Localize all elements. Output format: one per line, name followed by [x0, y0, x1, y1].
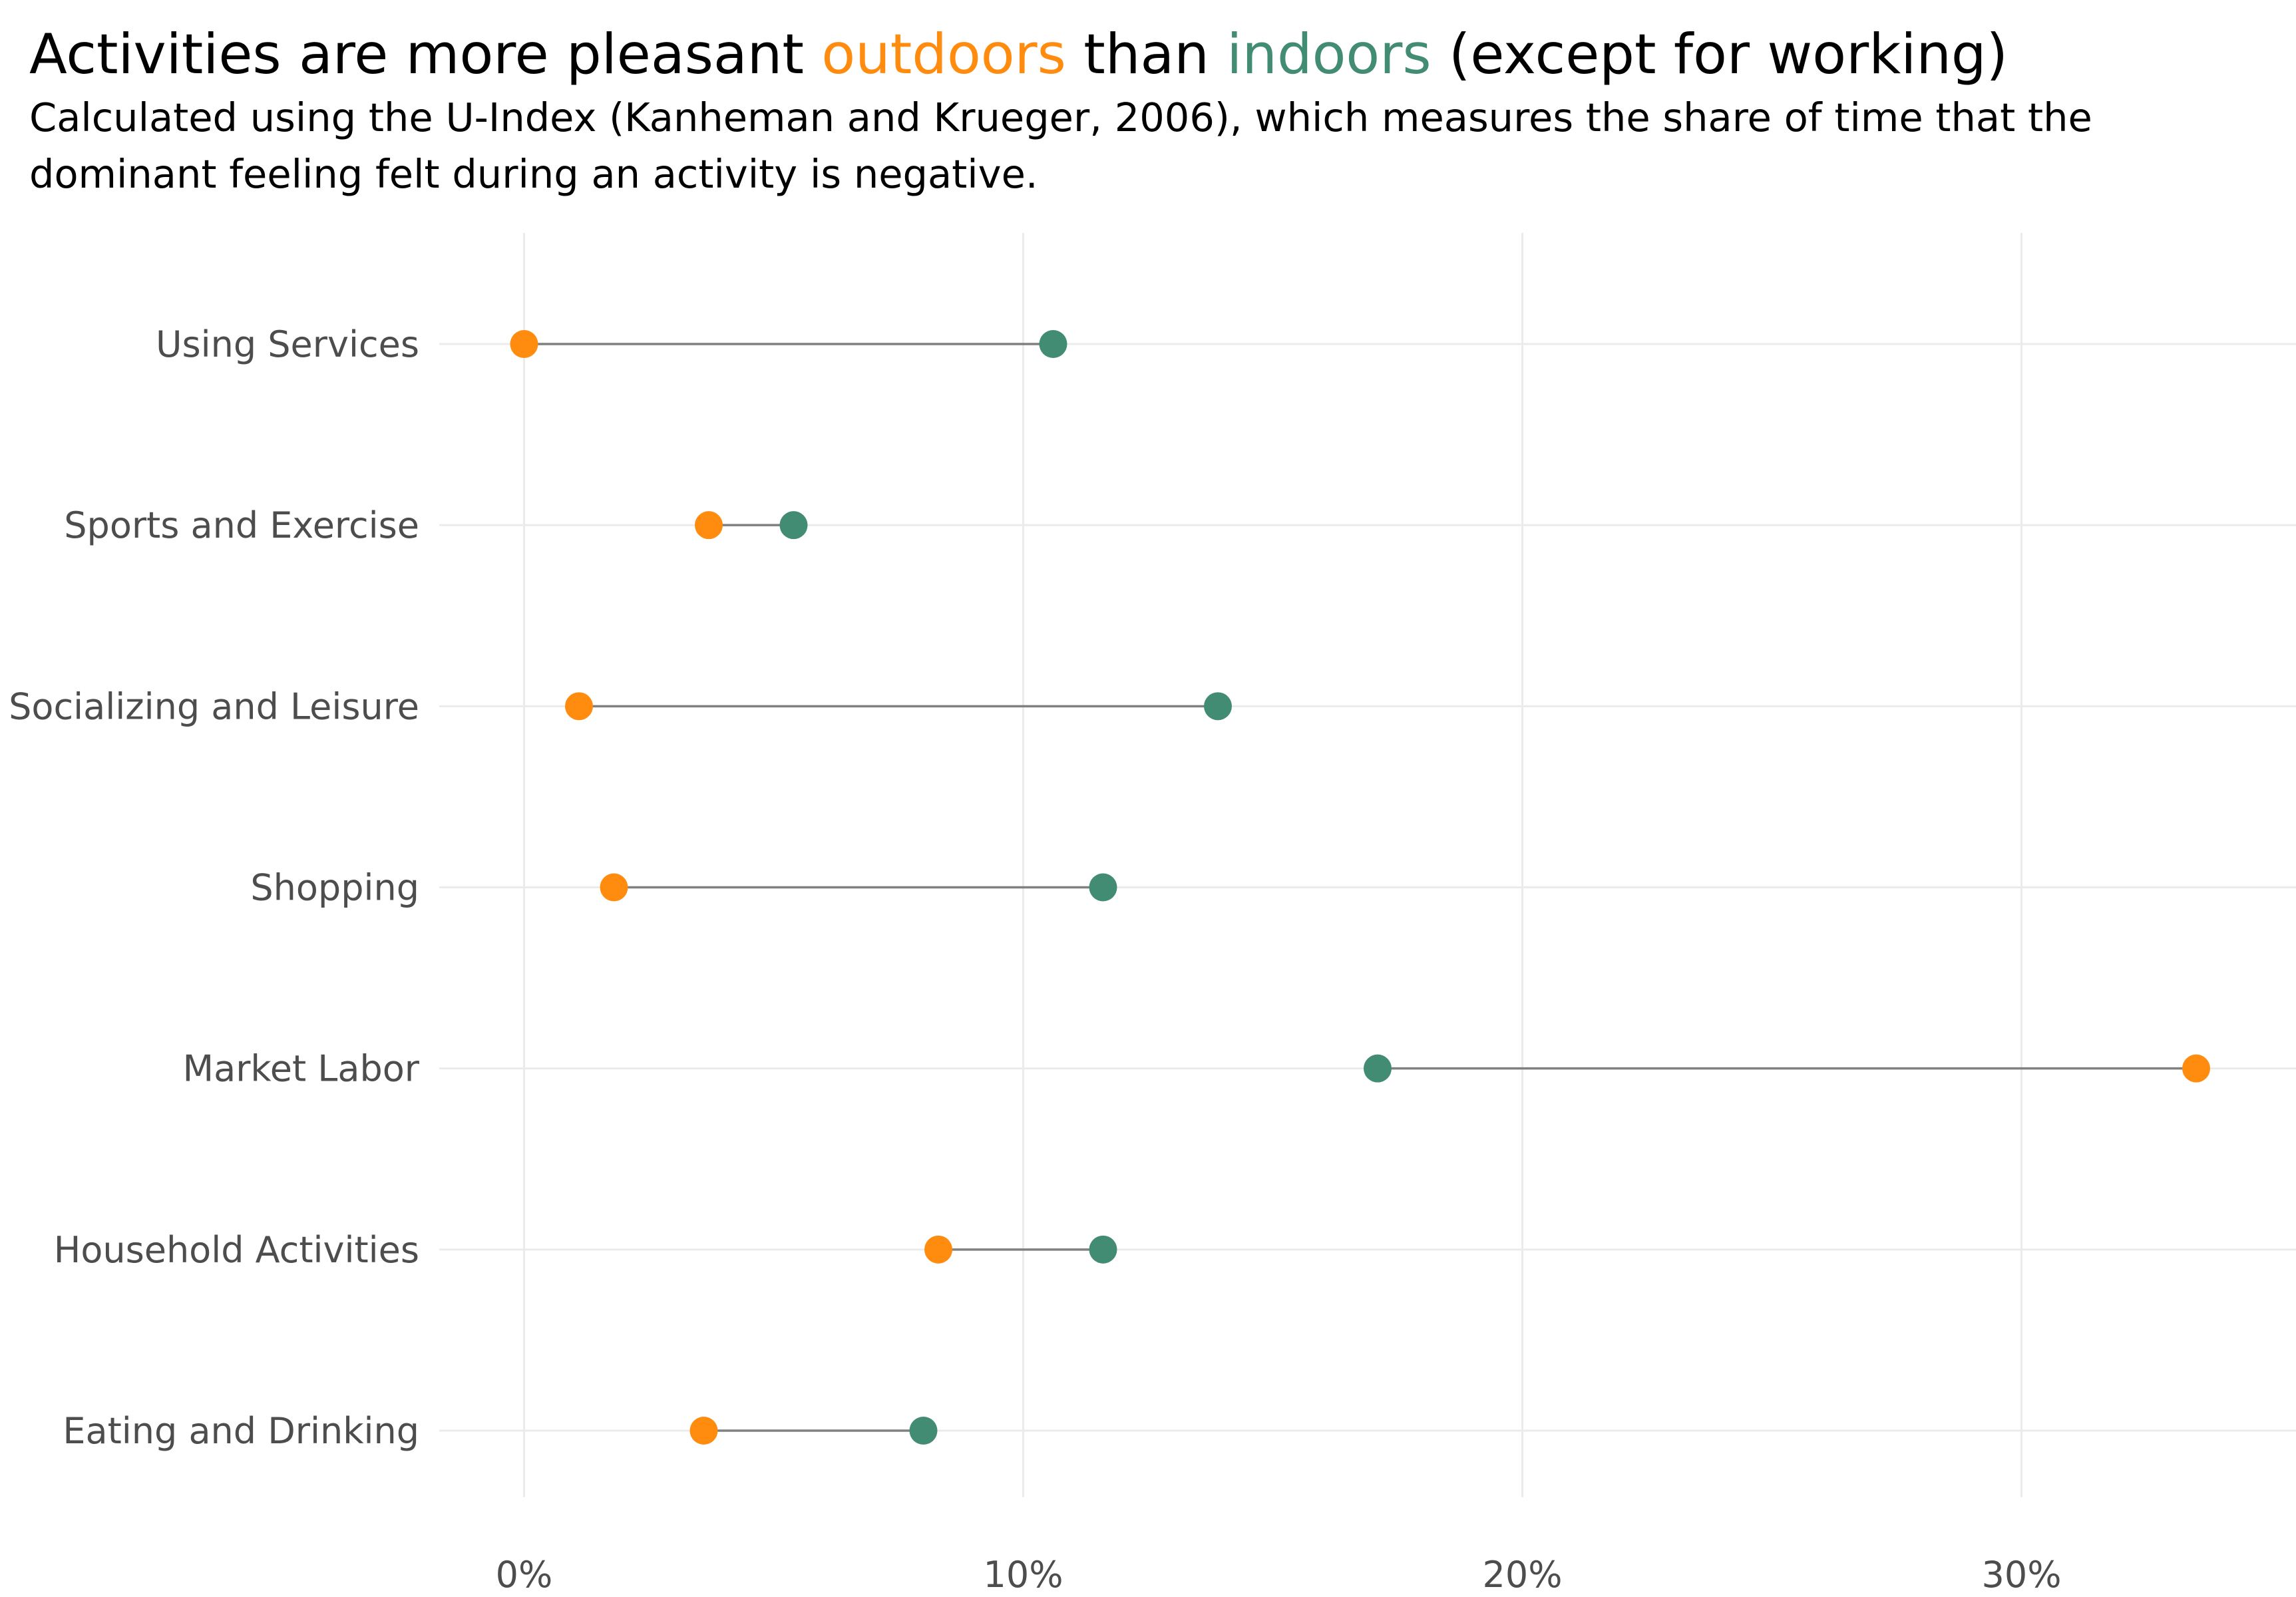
x-tick-label: 20%: [1482, 1554, 1562, 1596]
x-axis-labels: 0% 10% 20% 30%: [496, 1554, 2062, 1596]
y-axis-labels: Using Services Sports and Exercise Sociali…: [9, 323, 420, 1452]
x-tick-label: 0%: [496, 1554, 553, 1596]
category-label: Socializing and Leisure: [9, 685, 419, 727]
outdoors-point: [565, 692, 593, 721]
outdoors-point: [689, 1417, 718, 1445]
outdoors-point: [695, 511, 723, 540]
data-points: [510, 330, 2210, 1445]
outdoors-point: [510, 330, 538, 358]
title-part-2: than: [1066, 22, 1227, 87]
chart-subtitle-line-1: Calculated using the U-Index (Kanheman a…: [29, 94, 2092, 140]
category-label: Household Activities: [54, 1229, 419, 1271]
indoors-point: [1039, 330, 1067, 358]
x-tick-label: 10%: [983, 1554, 1063, 1596]
indoors-point: [779, 511, 808, 540]
grid-lines: [439, 233, 2296, 1497]
outdoors-point: [924, 1235, 952, 1264]
title-indoors: indoors: [1227, 22, 1431, 87]
indoors-point: [909, 1417, 938, 1445]
title-part-3: (except for working): [1432, 22, 2008, 87]
outdoors-point: [2182, 1054, 2210, 1083]
indoors-point: [1089, 873, 1117, 902]
title-outdoors: outdoors: [821, 22, 1066, 87]
category-label: Shopping: [250, 867, 419, 909]
chart-title: Activities are more pleasant outdoors th…: [29, 22, 2008, 87]
dumbbell-segments: [524, 343, 2196, 1432]
outdoors-point: [600, 873, 628, 902]
x-tick-label: 30%: [1981, 1554, 2061, 1596]
category-label: Eating and Drinking: [63, 1410, 419, 1452]
category-label: Sports and Exercise: [64, 504, 419, 546]
indoors-point: [1204, 692, 1232, 721]
indoors-point: [1364, 1054, 1392, 1083]
indoors-point: [1089, 1235, 1117, 1264]
category-label: Market Labor: [183, 1048, 420, 1090]
category-label: Using Services: [156, 323, 419, 365]
title-part-1: Activities are more pleasant: [29, 22, 821, 87]
chart-subtitle-line-2: dominant feeling felt during an activity…: [29, 151, 1038, 197]
